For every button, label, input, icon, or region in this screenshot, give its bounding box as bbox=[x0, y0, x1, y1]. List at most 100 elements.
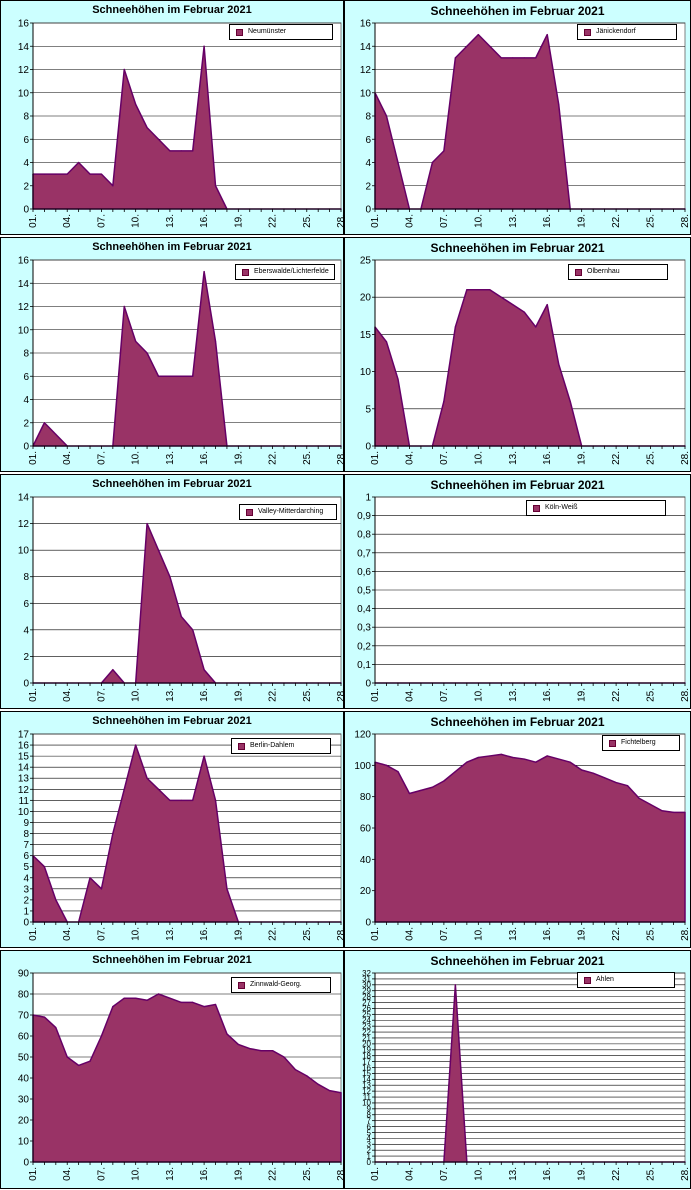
y-tick-label: 0 bbox=[367, 1158, 372, 1167]
chart-title: Schneehöhen im Februar 2021 bbox=[430, 241, 605, 255]
data-point bbox=[340, 1092, 342, 1094]
data-point bbox=[157, 375, 160, 377]
y-tick-label: 80 bbox=[360, 792, 372, 803]
data-point bbox=[535, 57, 537, 59]
y-tick-label: 0 bbox=[23, 442, 29, 453]
data-point bbox=[43, 173, 46, 175]
y-tick-label: 9 bbox=[23, 818, 29, 829]
data-point bbox=[192, 799, 194, 801]
y-tick-label: 0 bbox=[23, 679, 29, 690]
x-tick-label: 07. bbox=[96, 927, 107, 941]
y-tick-label: 5 bbox=[365, 404, 371, 415]
data-point bbox=[169, 997, 171, 999]
y-tick-label: 4 bbox=[367, 1134, 372, 1143]
data-point bbox=[294, 1069, 296, 1071]
x-tick-label: 16. bbox=[199, 927, 210, 941]
chart-svg: 0 2 4 6 8 10 12 14 16 01. 04. 07. 10. 13. 16. 19. 22. 25.… bbox=[18, 19, 347, 228]
y-tick-label: 31 bbox=[362, 975, 371, 984]
chart-panel-2: 0 2 4 6 8 10 12 14 16 01. 04. 07. 10. 13. 16. 19. 22. 25.… bbox=[344, 0, 691, 235]
chart-title: Schneehöhen im Februar 2021 bbox=[430, 4, 605, 18]
x-tick-label: 13. bbox=[165, 451, 176, 465]
x-tick-label: 10. bbox=[473, 451, 484, 465]
y-tick-label: 0,2 bbox=[357, 641, 371, 652]
chart-svg: 0 10 20 30 40 50 60 70 80 90 01. 04. 07. 10. 13. 16. 19.… bbox=[18, 969, 347, 1181]
y-tick-label: 13 bbox=[18, 774, 30, 785]
x-tick-label: 25. bbox=[302, 688, 313, 702]
y-tick-label: 40 bbox=[18, 1074, 30, 1085]
legend-label: Eberswalde/Lichterfelde bbox=[254, 268, 329, 275]
y-tick-label: 120 bbox=[354, 730, 371, 741]
data-point bbox=[661, 810, 663, 812]
data-point bbox=[135, 103, 137, 105]
x-tick-label: 22. bbox=[268, 214, 279, 228]
data-point bbox=[180, 375, 182, 377]
data-point bbox=[43, 866, 46, 868]
y-tick-label: 100 bbox=[354, 761, 371, 772]
x-tick-label: 22. bbox=[611, 927, 622, 941]
chart-panel-3: 0 2 4 6 8 10 12 14 16 01. 04. 07. 10. 13. 16. 19. 22. 25.… bbox=[0, 237, 347, 472]
data-point bbox=[89, 1060, 91, 1062]
y-tick-label: 12 bbox=[360, 65, 372, 76]
data-point bbox=[477, 756, 479, 759]
data-point bbox=[523, 758, 525, 760]
legend-swatch bbox=[575, 269, 582, 276]
chart-panel-8: 0 20 40 60 80 100 120 01. 04. 07. 10. 13. 16. 19. 22. 2… bbox=[344, 711, 691, 948]
chart-svg: 0 5 10 15 20 25 01. 04. 07. 10. 13. 16. 19. 22. 25. 28. bbox=[360, 256, 691, 465]
y-tick-label: 1 bbox=[23, 906, 29, 917]
data-point bbox=[203, 755, 205, 757]
x-tick-label: 01. bbox=[370, 1167, 381, 1181]
chart-panel-7: 0 1 2 3 4 5 6 7 8 9 10 11 12 13 14 15 16 17 01. 04. 07. 10. 13… bbox=[0, 711, 347, 948]
x-tick-label: 25. bbox=[646, 451, 657, 465]
y-tick-label: 0,9 bbox=[357, 511, 371, 522]
legend: Berlin-Dahlem bbox=[231, 738, 331, 754]
x-tick-label: 07. bbox=[96, 1167, 107, 1181]
data-point bbox=[89, 173, 91, 175]
y-tick-label: 11 bbox=[363, 1093, 372, 1102]
x-tick-label: 22. bbox=[268, 688, 279, 702]
data-point bbox=[123, 788, 125, 790]
y-tick-label: 6 bbox=[23, 851, 29, 862]
y-tick-label: 15 bbox=[362, 1069, 371, 1078]
y-tick-label: 22 bbox=[362, 1028, 371, 1037]
x-tick-label: 16. bbox=[542, 451, 553, 465]
y-tick-label: 50 bbox=[18, 1053, 30, 1064]
data-point bbox=[100, 173, 103, 175]
x-tick-label: 19. bbox=[577, 451, 588, 465]
data-point bbox=[135, 340, 137, 342]
data-point bbox=[180, 615, 182, 618]
data-point bbox=[512, 304, 514, 306]
data-point bbox=[192, 1001, 194, 1003]
data-point bbox=[385, 764, 388, 766]
x-tick-label: 10. bbox=[131, 688, 142, 702]
x-tick-label: 28. bbox=[680, 927, 691, 941]
y-tick-label: 17 bbox=[18, 730, 30, 741]
legend-swatch bbox=[609, 740, 616, 747]
x-tick-label: 19. bbox=[233, 688, 244, 702]
data-point bbox=[581, 769, 583, 771]
y-tick-label: 7 bbox=[367, 1116, 372, 1125]
data-point bbox=[454, 984, 456, 986]
x-tick-label: 22. bbox=[611, 451, 622, 465]
y-tick-label: 11 bbox=[19, 796, 30, 807]
data-point bbox=[569, 400, 571, 402]
x-tick-label: 25. bbox=[302, 214, 313, 228]
y-tick-label: 14 bbox=[18, 763, 30, 774]
y-tick-label: 4 bbox=[23, 158, 29, 169]
chart-title: Schneehöhen im Februar 2021 bbox=[92, 4, 252, 16]
x-tick-label: 04. bbox=[62, 1167, 73, 1181]
y-tick-label: 7 bbox=[23, 840, 29, 851]
data-point bbox=[454, 771, 456, 773]
data-point bbox=[112, 669, 114, 671]
chart-panel-1: 0 2 4 6 8 10 12 14 16 01. 04. 07. 10. 13. 16. 19. 22. 25.… bbox=[0, 0, 347, 235]
data-point bbox=[112, 185, 114, 187]
data-point bbox=[397, 771, 399, 773]
y-tick-label: 0 bbox=[23, 1158, 29, 1169]
x-tick-label: 28. bbox=[680, 1167, 691, 1181]
data-point bbox=[431, 161, 434, 164]
y-tick-label: 8 bbox=[23, 829, 29, 840]
data-point bbox=[112, 1006, 114, 1008]
x-tick-label: 22. bbox=[268, 451, 279, 465]
y-tick-label: 5 bbox=[23, 862, 29, 873]
data-point bbox=[157, 788, 160, 790]
